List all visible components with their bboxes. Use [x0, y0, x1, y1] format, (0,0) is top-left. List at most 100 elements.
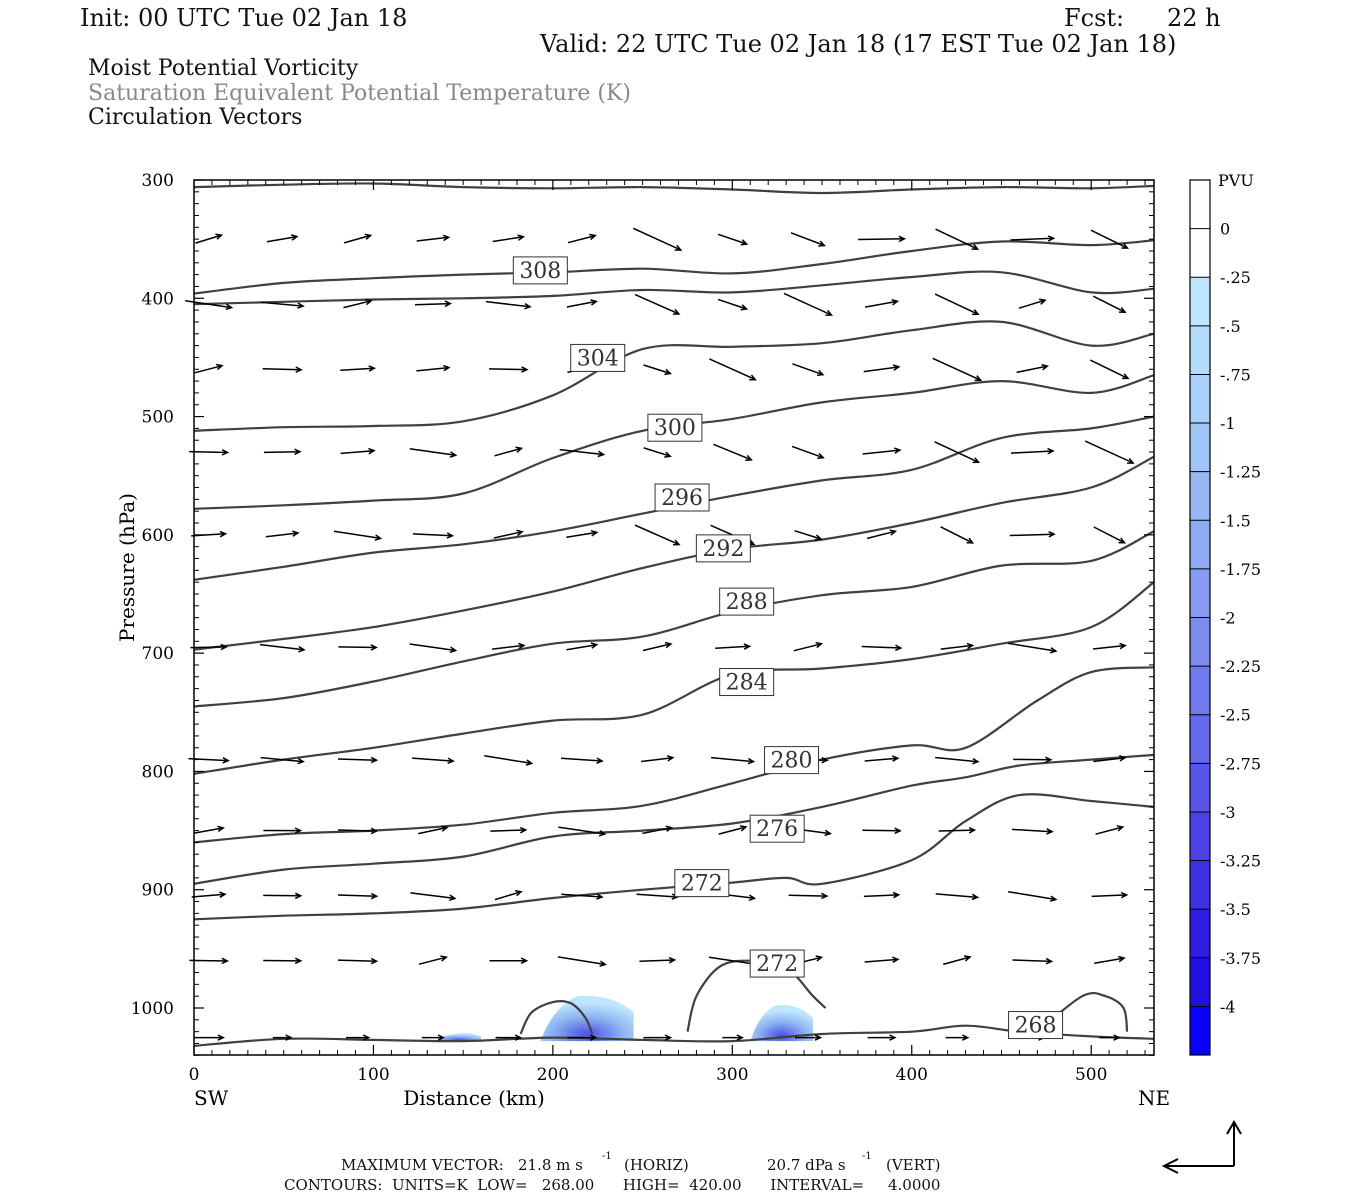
circulation-vector — [558, 826, 607, 837]
contour-info: CONTOURS: UNITS=K LOW= 268.00 HIGH= 420.… — [284, 1176, 941, 1194]
circulation-vector — [1007, 642, 1058, 654]
colorbar-label: -2.5 — [1220, 706, 1251, 725]
valid-time: Valid: 22 UTC Tue 02 Jan 18 (17 EST Tue … — [540, 30, 1177, 58]
circulation-vector — [416, 234, 451, 242]
circulation-vector — [493, 529, 524, 539]
circulation-vector — [492, 642, 526, 650]
circulation-vector — [1099, 1034, 1121, 1041]
contour-label: 292 — [702, 537, 744, 562]
circulation-vector — [191, 891, 227, 898]
circulation-vector — [642, 825, 674, 835]
circulation-vector — [338, 644, 378, 651]
contour-label-box — [512, 256, 568, 285]
init-time: Init: 00 UTC Tue 02 Jan 18 — [80, 4, 408, 32]
colorbar-label: -3.25 — [1220, 852, 1261, 871]
circulation-vector — [410, 892, 457, 902]
colorbar-cell — [1190, 180, 1210, 229]
circulation-vector — [260, 756, 305, 765]
colorbar-cell — [1190, 520, 1210, 569]
x-tick-label: 200 — [537, 1065, 569, 1085]
circulation-vector — [1093, 526, 1127, 544]
circulation-vector — [1092, 642, 1127, 650]
title-vectors: Circulation Vectors — [88, 105, 303, 130]
closed-contour — [519, 999, 594, 1035]
contour-label-box — [695, 534, 751, 563]
contour-label: 272 — [681, 872, 723, 897]
circulation-vector — [792, 363, 825, 377]
contour-label-box — [1008, 1011, 1064, 1040]
circulation-vector — [409, 448, 458, 458]
contour-label: 268 — [1015, 1014, 1057, 1039]
isentrope-contour — [193, 793, 1155, 921]
circulation-vector — [265, 530, 300, 538]
circulation-vector — [418, 825, 449, 835]
colorbar-label: -3.5 — [1220, 900, 1251, 919]
circulation-vector — [492, 234, 526, 243]
contour-label: 284 — [726, 671, 768, 696]
circulation-vector — [337, 957, 379, 965]
closed-contour — [1036, 991, 1129, 1033]
y-axis-label: Pressure (hPa) — [115, 493, 139, 642]
circulation-vector — [567, 1034, 598, 1041]
circulation-vector — [1089, 359, 1130, 380]
circulation-vector — [935, 756, 980, 765]
circulation-vector — [641, 754, 675, 763]
circulation-vector — [421, 1034, 446, 1041]
colorbar-cell — [1190, 471, 1210, 521]
colorbar-label: -2.75 — [1220, 754, 1261, 773]
horiz-exponent: -1 — [602, 1151, 612, 1162]
circulation-vector — [791, 445, 825, 460]
circulation-vector — [495, 1034, 523, 1041]
colorbar-cell — [1190, 957, 1210, 1007]
title-mpv: Moist Potential Vorticity — [88, 56, 359, 81]
contour-label: 300 — [654, 416, 696, 441]
circulation-vector — [934, 293, 980, 316]
circulation-vector — [1013, 756, 1053, 764]
contour-label: 308 — [519, 259, 561, 284]
pv-shaded-area — [436, 1032, 482, 1042]
circulation-vector — [713, 443, 753, 461]
circulation-vector — [195, 233, 224, 244]
circulation-vector — [1011, 828, 1054, 835]
circulation-vector — [340, 365, 377, 372]
max-vector-label: MAXIMUM VECTOR: — [341, 1156, 504, 1174]
circulation-vector — [484, 755, 534, 766]
circulation-vector — [634, 293, 681, 315]
circulation-vector — [566, 529, 599, 539]
colorbar-cell — [1190, 763, 1210, 812]
circulation-vector — [1010, 235, 1056, 242]
circulation-vector — [1093, 754, 1127, 763]
colorbar-cell — [1190, 860, 1210, 910]
circulation-vector — [263, 957, 303, 965]
circulation-vector — [945, 1034, 970, 1041]
circulation-vector — [566, 299, 598, 308]
circulation-vector — [863, 364, 901, 373]
colorbar-cell — [1190, 325, 1210, 375]
circulation-vector — [416, 364, 451, 372]
colorbar-label: 0 — [1220, 220, 1230, 239]
circulation-vector — [864, 956, 900, 964]
circulation-vector — [485, 300, 532, 310]
colorbar-cell — [1190, 277, 1210, 326]
colorbar-cell — [1190, 228, 1210, 278]
contour-label: 280 — [771, 749, 813, 774]
colorbar-cell — [1190, 374, 1210, 424]
circulation-vector — [1095, 825, 1125, 835]
colorbar-label: -1.5 — [1220, 511, 1251, 530]
circulation-vector — [864, 298, 900, 308]
circulation-vector — [337, 892, 379, 900]
circulation-vector — [1091, 891, 1129, 899]
circulation-vector — [266, 234, 299, 243]
reference-vector-icon — [1161, 1120, 1242, 1174]
colorbar-cell — [1190, 811, 1210, 861]
circulation-vector — [346, 1034, 371, 1041]
vert-exponent: -1 — [862, 1151, 872, 1162]
circulation-vector — [867, 1034, 897, 1041]
y-tick-label: 500 — [142, 408, 174, 428]
circulation-vector — [566, 642, 599, 651]
forecast-label: Fcst: — [1064, 4, 1125, 32]
circulation-vector — [194, 363, 224, 374]
circulation-vector — [418, 955, 448, 965]
circulation-vector — [632, 227, 683, 251]
